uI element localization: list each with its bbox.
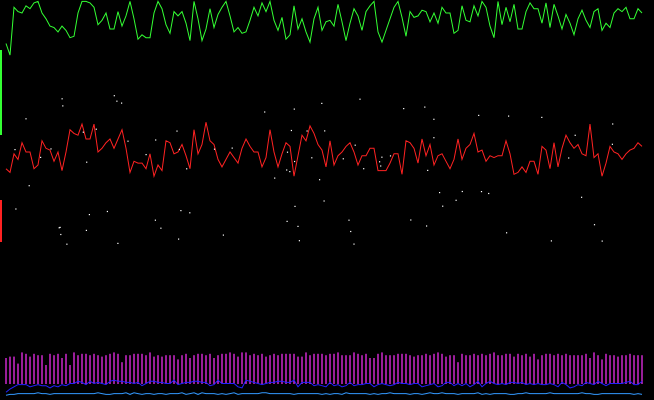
noise-dot — [480, 191, 483, 193]
series-line — [5, 122, 643, 179]
noise-dot — [363, 168, 365, 170]
noise-dot — [145, 154, 147, 156]
noise-dot — [581, 196, 583, 198]
noise-dot — [601, 240, 603, 242]
noise-dot — [154, 219, 156, 221]
series-line — [5, 379, 643, 393]
noise-dot — [61, 98, 63, 100]
noise-dot — [478, 114, 480, 116]
noise-dot — [433, 137, 435, 139]
noise-dot — [222, 234, 224, 236]
noise-dot — [426, 225, 428, 227]
noise-dot — [213, 148, 216, 150]
noise-dot — [60, 233, 62, 236]
noise-dot — [506, 232, 508, 234]
noise-dot — [442, 205, 444, 207]
noise-dot — [389, 155, 392, 157]
noise-dot — [113, 95, 115, 97]
noise-dot — [294, 205, 296, 207]
noise-dot — [574, 134, 576, 136]
noise-dot — [488, 192, 490, 195]
noise-dot — [85, 229, 87, 231]
noise-dot — [439, 192, 441, 194]
noise-dot — [231, 147, 233, 149]
noise-dot — [348, 219, 350, 221]
noise-dot — [612, 123, 614, 125]
noise-dot — [410, 219, 412, 221]
noise-dot — [298, 240, 300, 242]
noise-dot — [424, 106, 426, 108]
noise-dot — [568, 157, 570, 159]
noise-dot — [541, 116, 543, 118]
noise-dot — [62, 105, 64, 107]
scatter-dots-layer — [14, 95, 614, 245]
noise-dot — [455, 199, 457, 201]
noise-dot — [25, 118, 27, 120]
noise-dot — [293, 108, 295, 110]
noise-dot — [274, 177, 276, 179]
noise-dot — [354, 144, 356, 146]
noise-dot — [58, 227, 60, 229]
noise-dot — [59, 226, 61, 228]
noise-dot — [95, 128, 97, 130]
noise-dot — [593, 224, 596, 226]
noise-dot — [264, 111, 266, 113]
noise-dot — [323, 200, 325, 202]
noise-dot — [66, 243, 68, 245]
noise-dot — [180, 210, 182, 212]
noise-dot — [286, 220, 288, 222]
noise-dot — [306, 130, 308, 132]
noise-dot — [461, 190, 463, 193]
noise-dot — [324, 130, 326, 132]
noise-dot — [189, 212, 191, 214]
series-line — [5, 392, 643, 396]
noise-dot — [297, 225, 299, 227]
noise-dot — [28, 185, 30, 187]
noise-dot — [88, 214, 90, 216]
noise-dot — [427, 169, 429, 171]
noise-dot — [359, 98, 361, 100]
noise-dot — [290, 129, 292, 132]
series-line — [5, 0, 643, 56]
noise-dot — [433, 118, 435, 120]
noise-dot — [116, 100, 118, 102]
noise-dot — [379, 161, 381, 163]
noise-dot — [403, 108, 405, 110]
noise-dot — [178, 148, 180, 151]
noise-dot — [353, 243, 355, 245]
noise-dot — [550, 240, 552, 242]
noise-dot — [155, 139, 157, 141]
noise-dot — [106, 210, 108, 213]
noise-dot — [14, 149, 16, 151]
noise-dot — [321, 102, 323, 104]
noise-dot — [176, 130, 178, 132]
noise-dot — [86, 161, 88, 163]
noise-dot — [294, 160, 296, 163]
bar-series-layer — [5, 352, 643, 384]
noise-dot — [160, 227, 162, 229]
noise-dot — [121, 102, 123, 104]
noise-dot — [82, 131, 84, 133]
noise-dot — [40, 156, 42, 158]
noise-dot — [289, 171, 291, 173]
noise-dot — [186, 168, 188, 170]
noise-dot — [381, 156, 383, 158]
line-series-layer — [5, 0, 643, 396]
noise-dot — [311, 157, 313, 159]
noise-dot — [178, 238, 180, 240]
noise-dot — [319, 179, 321, 181]
noise-dot — [342, 158, 344, 160]
noise-dot — [611, 143, 613, 145]
noise-dot — [117, 242, 119, 244]
noise-dot — [15, 208, 17, 210]
noise-dot — [508, 115, 510, 117]
noise-dot — [350, 230, 352, 233]
noise-dot — [50, 148, 52, 150]
noise-dot — [127, 140, 129, 142]
noise-dot — [286, 169, 288, 171]
noise-dot — [286, 151, 289, 153]
noise-dot — [380, 165, 382, 167]
